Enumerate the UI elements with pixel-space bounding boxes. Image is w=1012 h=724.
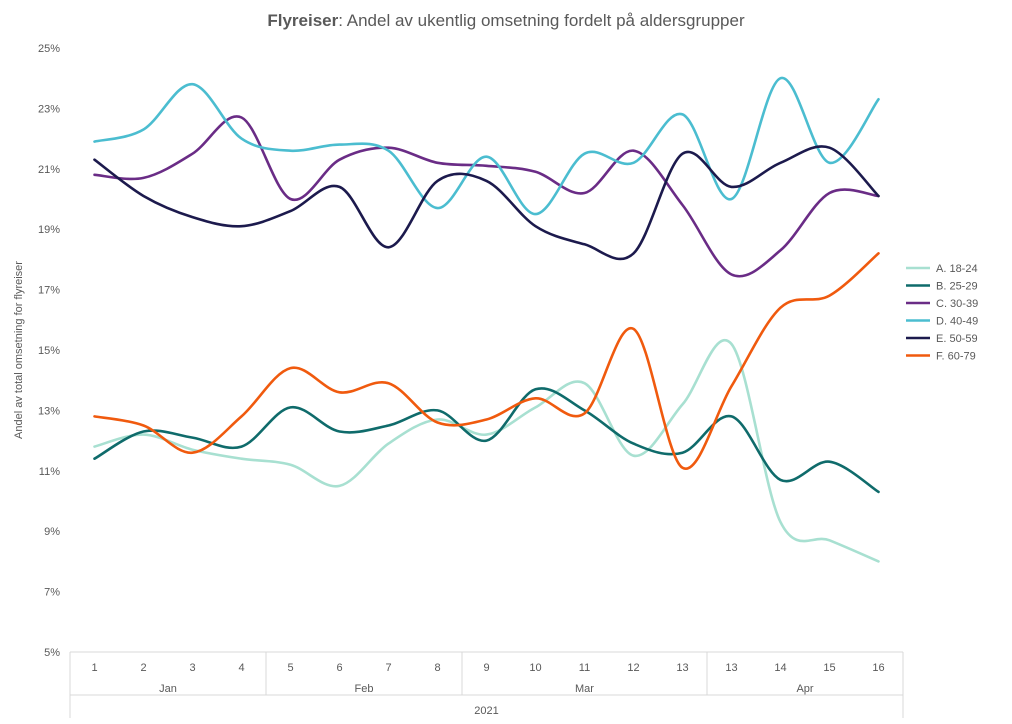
y-tick-label: 11% (39, 466, 60, 478)
series-line-2 (93, 387, 880, 494)
y-tick-label: 15% (38, 345, 60, 357)
year-label: 2021 (474, 705, 498, 717)
y-tick-label: 7% (44, 587, 60, 599)
x-tick-label: 3 (189, 662, 195, 674)
x-tick-label: 5 (287, 662, 293, 674)
series-line-3 (93, 115, 880, 278)
x-tick-label: 16 (872, 662, 884, 674)
x-tick-label: 10 (529, 662, 541, 674)
x-tick-label: 12 (627, 662, 639, 674)
legend-label: A. 18-24 (936, 263, 978, 275)
x-tick-label: 7 (385, 662, 391, 674)
series-line-6 (93, 252, 880, 470)
series-line-5 (93, 145, 880, 261)
y-tick-label: 21% (38, 164, 60, 176)
x-tick-label: 4 (238, 662, 244, 674)
x-tick-label: 15 (823, 662, 835, 674)
y-axis-ticks: 5% 7% 9% 11% 13% 15% 17% 19% 21% 23% 25% (38, 43, 60, 659)
x-tick-label: 1 (91, 662, 97, 674)
legend-label: D. 40-49 (936, 316, 978, 328)
legend-label: F. 60-79 (936, 351, 976, 363)
month-label: Mar (575, 683, 594, 695)
x-tick-label: 13 (725, 662, 737, 674)
series-line-4 (93, 76, 880, 216)
month-label: Feb (355, 683, 374, 695)
x-tick-label: 6 (336, 662, 342, 674)
x-tick-label: 8 (434, 662, 440, 674)
y-tick-label: 19% (38, 224, 60, 236)
legend-label: C. 30-39 (936, 298, 978, 310)
chart-title-rest: : Andel av ukentlig omsetning fordelt på… (338, 11, 745, 30)
y-tick-label: 13% (38, 405, 60, 417)
y-axis-label: Andel av total omsetning for flyreiser (13, 261, 25, 439)
y-tick-label: 17% (38, 285, 60, 297)
x-tick-label: 9 (483, 662, 489, 674)
y-tick-label: 23% (38, 103, 60, 115)
y-tick-label: 25% (38, 43, 60, 55)
legend-label: E. 50-59 (936, 333, 978, 345)
chart-title: Flyreiser: Andel av ukentlig omsetning f… (267, 11, 745, 30)
month-label: Apr (796, 683, 813, 695)
series-lines (93, 76, 880, 563)
x-tick-label: 14 (774, 662, 786, 674)
y-tick-label: 5% (44, 647, 60, 659)
chart-title-bold: Flyreiser (267, 11, 338, 30)
x-tick-label: 11 (579, 662, 590, 674)
legend: A. 18-24 B. 25-29 C. 30-39 D. 40-49 E. 50-59… (906, 263, 978, 363)
month-label: Jan (159, 683, 177, 695)
series-line-1 (93, 339, 880, 563)
x-tick-label: 2 (140, 662, 146, 674)
legend-label: B. 25-29 (936, 281, 978, 293)
x-tick-label: 13 (676, 662, 688, 674)
x-axis (69, 651, 904, 718)
y-tick-label: 9% (44, 526, 60, 538)
